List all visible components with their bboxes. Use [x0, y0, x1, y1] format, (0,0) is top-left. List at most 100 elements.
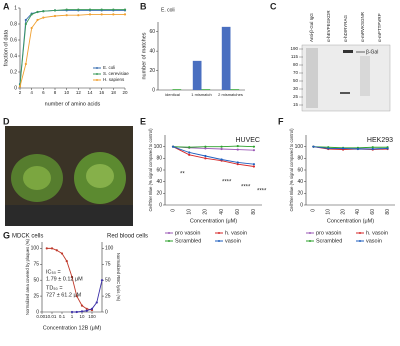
- legend-label: vasoin: [225, 238, 241, 244]
- legend-marker: [309, 240, 311, 242]
- chart: 0 20 40 60 80 100 0 10 20 40 60 80 Concentration (μM…: [289, 128, 395, 244]
- bar: [192, 60, 202, 90]
- point: [65, 259, 68, 263]
- bar: [230, 89, 240, 90]
- bar: [172, 89, 182, 90]
- annotation: TD₅₀ =: [46, 285, 63, 291]
- series-line: [313, 146, 388, 150]
- x-tick-label: 4: [30, 90, 33, 95]
- y2-tick-label: 100: [105, 246, 114, 252]
- point: [386, 147, 389, 150]
- point: [75, 294, 78, 298]
- x-tick-label: 40: [219, 209, 225, 215]
- x-tick-label: 0.01: [48, 314, 57, 319]
- lane-label: Anti-β-Gal IgG: [309, 13, 314, 42]
- annotation: IC₅₀ =: [46, 269, 61, 275]
- point: [220, 147, 223, 151]
- point: [356, 147, 360, 151]
- legend-marker: [359, 240, 361, 242]
- annotation: 727 ± 61.2 μM: [46, 292, 82, 298]
- x-tick-label: 40: [355, 209, 361, 215]
- x-tick-label: 14: [87, 90, 93, 95]
- x-tick-label: 80: [385, 209, 391, 215]
- y-tick-label: 0: [159, 202, 162, 208]
- y-tick-label: 100: [154, 144, 163, 150]
- point: [90, 307, 94, 310]
- point: [252, 149, 256, 152]
- panel-label: C: [270, 1, 277, 11]
- blot: [301, 44, 391, 112]
- point: [123, 13, 127, 16]
- point: [53, 14, 57, 18]
- y-tick-label: 0.4: [10, 53, 17, 59]
- y-tick-label: 60: [149, 29, 155, 35]
- y-tick-label: 20: [156, 191, 162, 197]
- legend-label: h. vasoin: [225, 230, 247, 236]
- x-axis-label: Concentration (μM): [327, 218, 374, 224]
- legend-label: Scrambled: [316, 238, 342, 244]
- legend-label: S. cerevisiae: [103, 71, 129, 76]
- point: [30, 13, 33, 16]
- legend-marker: [168, 232, 170, 234]
- y-tick-label: 0: [300, 202, 303, 208]
- lane-label: α-hDIRYRAG: [343, 14, 348, 42]
- y-axis-label: number of matches: [141, 32, 147, 79]
- point: [112, 8, 115, 11]
- x-tick-label: 20: [122, 90, 128, 95]
- y-axis-label: fraction of data: [3, 29, 9, 66]
- point: [42, 16, 45, 19]
- legend-label: H. sapiens: [103, 77, 125, 82]
- y-tick-label: 40: [156, 179, 162, 185]
- annotation: ****: [257, 189, 267, 195]
- series-line: [313, 146, 388, 149]
- point: [327, 147, 330, 150]
- bar: [221, 26, 231, 90]
- legend-label: h. vasoin: [366, 230, 388, 236]
- x-tick-label: 60: [235, 209, 241, 215]
- legend-label: pro vasoin: [316, 230, 341, 236]
- point: [100, 8, 103, 11]
- point: [85, 309, 88, 312]
- x-tick-label: 10: [326, 209, 332, 215]
- point: [45, 247, 48, 250]
- lane-label: α-hEVPEGKDR: [326, 10, 331, 42]
- point: [77, 14, 80, 17]
- x-axis-label: Concentration 12B (μM): [43, 325, 102, 331]
- panel-label: E: [140, 116, 146, 126]
- legend-label: vasoin: [366, 238, 382, 244]
- mw-label: 190: [290, 46, 298, 51]
- point: [53, 9, 57, 12]
- y-tick-label: 0: [36, 309, 39, 315]
- point: [123, 8, 127, 11]
- y-tick-label: 0: [14, 85, 17, 91]
- point: [220, 158, 223, 161]
- x-tick-label: 80: [251, 209, 257, 215]
- point: [112, 13, 115, 16]
- chart: 0 20 40 60 identical 1 mismatch 2 mismatches nu…: [141, 7, 245, 97]
- y2-tick-label: 25: [105, 293, 111, 299]
- point: [204, 154, 207, 158]
- point: [204, 147, 207, 150]
- chart-title: HEK293: [367, 137, 393, 144]
- mw-label: 25: [293, 94, 299, 99]
- point: [88, 13, 92, 16]
- point: [75, 310, 78, 314]
- y-tick-label: 0.2: [10, 69, 17, 75]
- point: [188, 153, 191, 156]
- x-axis-label: number of amino acids: [45, 101, 101, 107]
- legend-marker: [309, 232, 311, 234]
- y-tick-label: 0: [152, 87, 155, 93]
- point: [77, 8, 80, 11]
- point: [70, 310, 74, 314]
- point: [252, 163, 256, 166]
- chart-title: HUVEC: [235, 137, 260, 144]
- point: [80, 304, 84, 307]
- mw-label: 80: [293, 62, 299, 67]
- panel-label: G: [3, 230, 10, 240]
- point: [65, 14, 68, 17]
- x-tick-label: 10: [187, 209, 193, 215]
- x-tick-label: 0: [311, 209, 317, 212]
- x-tick-label: 1 mismatch: [191, 92, 211, 97]
